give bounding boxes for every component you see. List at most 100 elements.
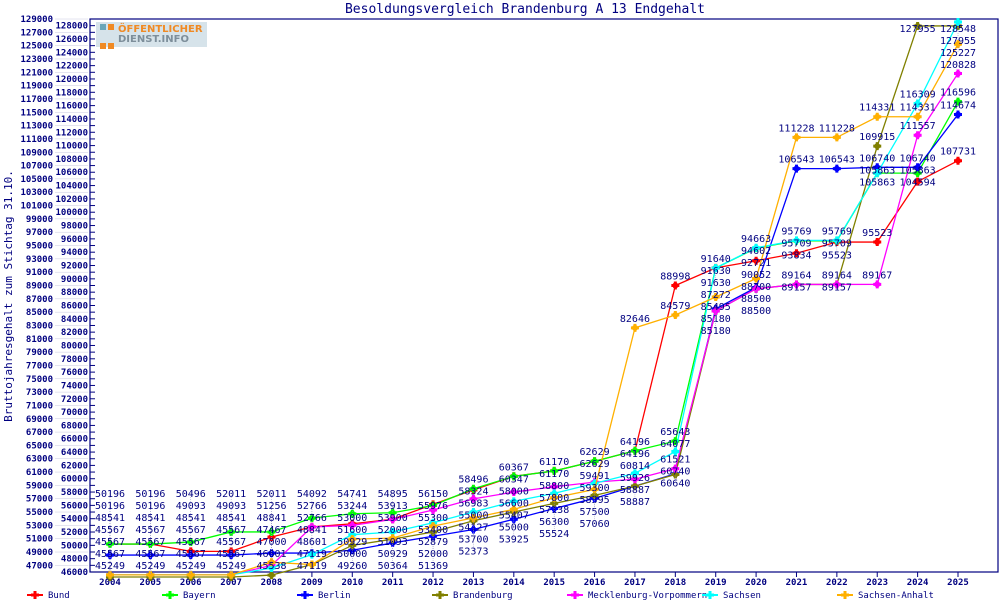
x-tick-label: 2025: [947, 578, 969, 588]
data-label: 45249: [216, 561, 246, 572]
data-label: 50496: [176, 489, 206, 500]
legend-label: Bund: [48, 591, 70, 600]
legend-item: Bayern: [162, 591, 216, 600]
data-label: 90052: [741, 270, 771, 281]
data-point: [672, 465, 679, 472]
y-tick-label: 62000: [61, 461, 88, 471]
data-point: [833, 281, 840, 288]
data-label: 56983: [458, 499, 488, 510]
data-point: [833, 134, 840, 141]
data-label: 45249: [95, 561, 125, 572]
data-label: 60740: [660, 467, 690, 478]
data-point: [833, 165, 840, 172]
data-label: 45567: [135, 549, 165, 560]
y-tick-label: 71000: [26, 401, 53, 411]
data-label: 45567: [216, 537, 246, 548]
data-label: 45567: [216, 525, 246, 536]
data-label: 127955: [900, 24, 936, 35]
y-tick-label: 111000: [20, 135, 53, 145]
data-point: [349, 542, 356, 549]
data-label: 89164: [781, 270, 811, 281]
data-label: 49093: [216, 501, 246, 512]
y-tick-label: 50000: [61, 541, 88, 551]
data-label: 62629: [580, 459, 610, 470]
data-point: [631, 470, 638, 477]
x-tick-label: 2004: [99, 578, 121, 588]
data-label: 50196: [95, 501, 125, 512]
data-point: [955, 111, 961, 118]
y-tick-label: 66000: [61, 435, 88, 445]
y-tick-label: 104000: [55, 182, 88, 192]
y-tick-label: 118000: [55, 88, 88, 98]
data-label: 84579: [660, 301, 690, 312]
data-point: [672, 448, 679, 455]
data-point: [712, 294, 719, 301]
data-label: 65643: [660, 427, 690, 438]
y-tick-label: 115000: [20, 108, 53, 118]
y-tick-label: 55000: [26, 508, 53, 518]
legend-label: Berlin: [318, 591, 351, 600]
data-point: [631, 447, 638, 454]
y-tick-label: 70000: [61, 408, 88, 418]
data-label: 106543: [819, 155, 855, 166]
data-label: 47119: [297, 549, 327, 560]
site-logo: ÖFFENTLICHER DIENST.INFO: [96, 22, 207, 49]
data-point: [551, 467, 558, 474]
data-label: 95523: [822, 250, 852, 261]
x-tick-label: 2020: [745, 578, 767, 588]
data-point: [308, 523, 315, 530]
y-tick-label: 120000: [55, 75, 88, 85]
data-label: 114674: [940, 100, 976, 111]
y-tick-label: 90000: [61, 275, 88, 285]
data-label: 52011: [216, 489, 246, 500]
legend-item: Bund: [27, 591, 70, 600]
data-label: 59300: [580, 483, 610, 494]
y-tick-label: 56000: [61, 501, 88, 511]
y-tick-label: 57000: [26, 495, 53, 505]
y-tick-label: 85000: [26, 308, 53, 318]
logo-squares-icon: [99, 16, 115, 54]
data-label: 95769: [781, 226, 811, 237]
data-label: 60814: [620, 461, 650, 472]
y-tick-label: 88000: [61, 288, 88, 298]
data-label: 54895: [378, 489, 408, 500]
data-label: 51369: [418, 561, 448, 572]
x-tick-label: 2015: [543, 578, 565, 588]
data-label: 85180: [701, 326, 731, 337]
data-label: 58887: [620, 497, 650, 508]
x-tick-label: 2019: [705, 578, 727, 588]
y-tick-label: 107000: [20, 162, 53, 172]
data-point: [268, 564, 275, 571]
data-point: [833, 237, 840, 244]
y-tick-label: 95000: [26, 242, 53, 252]
y-tick-label: 116000: [55, 102, 88, 112]
data-point: [955, 70, 961, 77]
data-label: 45567: [95, 549, 125, 560]
y-tick-label: 114000: [55, 115, 88, 125]
data-point: [470, 526, 477, 533]
logo-text: ÖFFENTLICHER DIENST.INFO: [118, 23, 203, 45]
data-label: 88998: [660, 272, 690, 283]
x-tick-label: 2022: [826, 578, 848, 588]
data-point: [147, 541, 154, 548]
legend-marker-icon: [706, 591, 714, 599]
data-point: [308, 515, 315, 522]
data-label: 89164: [822, 270, 852, 281]
chart-title: Besoldungsvergleich Brandenburg A 13 End…: [345, 2, 705, 17]
data-label: 48541: [135, 513, 165, 524]
legend-label: Sachsen-Anhalt: [858, 591, 934, 600]
data-label: 57060: [580, 519, 610, 530]
x-tick-label: 2018: [664, 578, 686, 588]
data-label: 49093: [176, 501, 206, 512]
data-label: 88700: [741, 282, 771, 293]
data-label: 105863: [900, 165, 936, 176]
data-label: 54741: [337, 489, 367, 500]
data-label: 89157: [822, 282, 852, 293]
y-tick-label: 92000: [61, 262, 88, 272]
y-tick-label: 63000: [26, 455, 53, 465]
data-label: 45567: [176, 537, 206, 548]
data-label: 45567: [176, 525, 206, 536]
x-tick-label: 2017: [624, 578, 646, 588]
data-label: 47119: [297, 561, 327, 572]
data-point: [874, 281, 881, 288]
